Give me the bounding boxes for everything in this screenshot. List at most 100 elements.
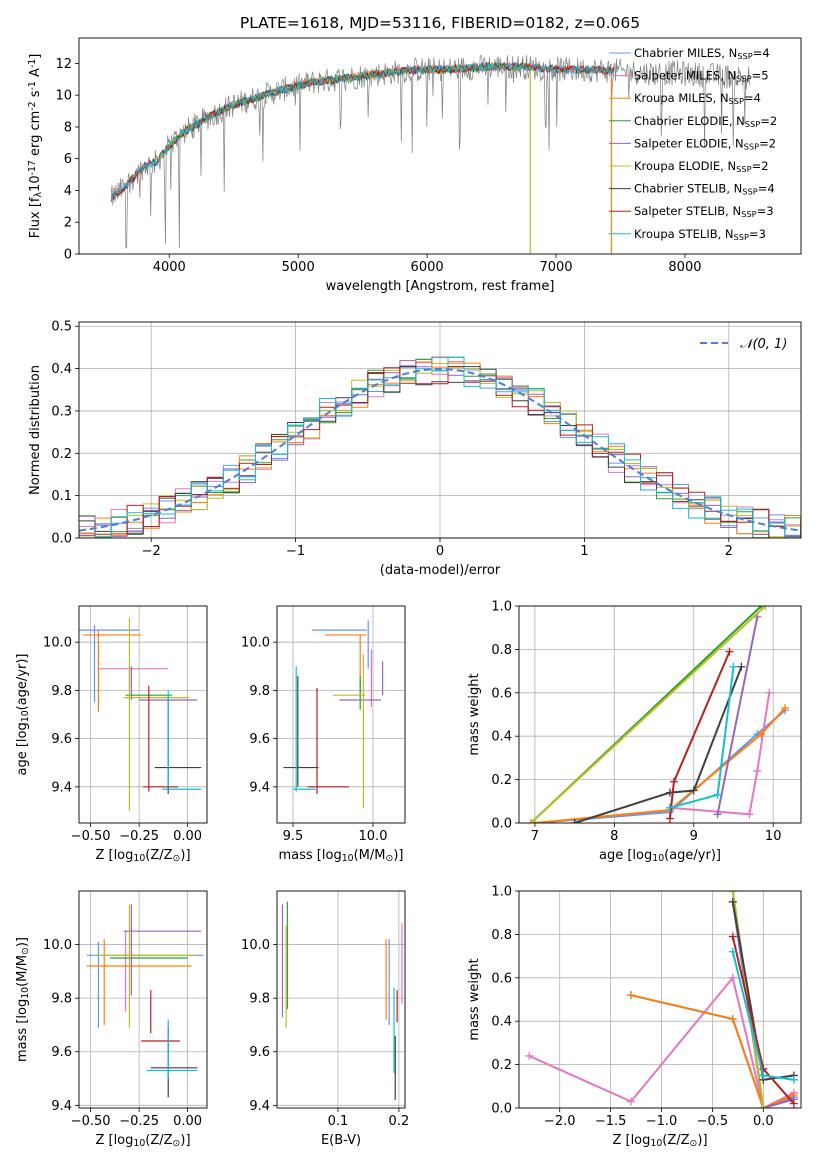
- y-axis-label: Flux [fλ​10-17​ erg cm-2​ s-1​ A-1​]: [27, 54, 44, 239]
- y-tick-label: 9.8: [249, 992, 270, 1007]
- x-tick-label: 9.5: [283, 829, 304, 844]
- y-axis-label: mass [log10​(M/M⊙​)]: [15, 937, 31, 1062]
- weight-line-c_miles: [534, 709, 786, 823]
- y-tick-label: 12: [55, 57, 72, 72]
- y-tick-label: 9.6: [51, 732, 72, 747]
- age_vs_mass-axes: 9.5 10.0 9.4 9.6 9.8 10.0 mass [log10​(M/M⊙​)]: [241, 605, 406, 864]
- axes-frame: [78, 890, 208, 1109]
- axes-frame: [276, 890, 406, 1109]
- residuals-axes: −2 −1 0 1 2 0.0 0.1 0.2 0.3 0.4 0.5 (data-model)/er…: [28, 320, 802, 578]
- y-tick-label: 10.0: [43, 636, 72, 651]
- x-axis-label: (data-model)/error: [380, 563, 501, 578]
- weight-line-s_stelib: [668, 651, 731, 819]
- weight-marker-k_stelib: [728, 947, 737, 956]
- weight-line-s_miles: [669, 692, 771, 816]
- weight-marker-c_stelib: [570, 819, 579, 823]
- weight-marker-k_miles: [728, 1015, 737, 1024]
- weight-marker-s_miles: [728, 973, 737, 982]
- x-tick-label: −0.50: [71, 1114, 111, 1129]
- y-tick-label: 10.0: [241, 636, 270, 651]
- weight-marker-s_miles: [626, 1097, 635, 1106]
- y-tick-label: 4: [64, 184, 72, 199]
- age_vs_Z-plot-area: [79, 618, 202, 811]
- weight-marker-s_elodie: [713, 810, 722, 819]
- x-tick-label: 10: [765, 829, 782, 844]
- mass_vs_ebv-axes: 0.1 0.2 9.4 9.6 9.8 10.0 E(B-V): [241, 890, 409, 1148]
- legend-label: Chabrier ELODIE, NSSP​=2: [634, 114, 777, 129]
- axes-frame: [276, 605, 406, 824]
- y-axis-label: Normed distribution: [28, 365, 43, 495]
- x-axis-label: Z [log10​(Z/Z⊙​)]: [612, 1133, 707, 1149]
- weight-marker-k_miles: [781, 703, 790, 712]
- y-tick-label: 0.1: [51, 489, 72, 504]
- axes-frame: [78, 321, 802, 539]
- mass_vs_Z-axes: −0.50 −0.25 0.00 9.4 9.6 9.8 10.0 Z [log10​(Z/Z…: [15, 890, 208, 1149]
- histogram-c_miles: [79, 358, 801, 536]
- x-tick-label: 6000: [411, 260, 444, 275]
- legend-label: Kroupa STELIB, NSSP​=3: [634, 227, 766, 242]
- mass_vs_Z-frame: −0.50 −0.25 0.00 9.4 9.6 9.8 10.0 Z [log10​(Z/Z…: [15, 890, 208, 1149]
- age_vs_Z-axes: −0.50 −0.25 0.00 9.4 9.6 9.8 10.0 Z [log10​(Z/Z…: [15, 605, 208, 864]
- spectrum-frame: 4000 5000 6000 7000 8000 0 2 4 6 8 10 12 wavelength …: [27, 37, 802, 294]
- weight-marker-k_elodie: [728, 891, 737, 895]
- x-tick-label: 1: [580, 544, 588, 559]
- x-tick-label: 7: [531, 829, 539, 844]
- x-tick-label: 7000: [539, 260, 572, 275]
- y-tick-label: 0.0: [51, 532, 72, 547]
- weight-marker-k_stelib: [665, 803, 674, 812]
- axes-frame: [518, 605, 802, 824]
- x-axis-label: E(B-V): [321, 1133, 361, 1148]
- y-tick-label: 9.6: [249, 1045, 270, 1060]
- y-tick-label: 0: [64, 248, 72, 263]
- legend-label: Salpeter ELODIE, NSSP​=2: [634, 136, 776, 151]
- weight-marker-k_stelib: [789, 1075, 798, 1084]
- y-tick-label: 8: [64, 120, 72, 135]
- legend-label: Salpeter MILES, NSSP​=5: [634, 69, 769, 84]
- legend-label: Kroupa ELODIE, NSSP​=2: [634, 159, 769, 174]
- y-tick-label: 0.5: [51, 320, 72, 335]
- weight-marker-k_elodie: [759, 1104, 768, 1108]
- chart-title: PLATE=1618, MJD=53116, FIBERID=0182, z=0…: [240, 14, 640, 32]
- weight-marker-k_elodie: [526, 819, 535, 823]
- y-tick-label: 9.4: [249, 1099, 270, 1114]
- legend-label: Salpeter STELIB, NSSP​=3: [634, 204, 774, 219]
- y-tick-label: 9.8: [249, 684, 270, 699]
- weight-marker-s_stelib: [725, 647, 734, 656]
- x-tick-label: 0: [436, 544, 444, 559]
- y-tick-label: 10: [55, 89, 72, 104]
- y-tick-label: 0.6: [491, 971, 512, 986]
- weight-marker-s_miles: [745, 810, 754, 819]
- weight-marker-k_miles: [626, 991, 635, 1000]
- histogram-k_stelib: [79, 356, 801, 538]
- weight-marker-s_stelib: [728, 932, 737, 941]
- y-tick-label: 0.0: [491, 817, 512, 832]
- observed-spectrum: [110, 54, 750, 249]
- weight-marker-s_stelib: [789, 1099, 798, 1108]
- weight-line-k_miles: [630, 994, 795, 1108]
- y-tick-label: 10.0: [241, 938, 270, 953]
- x-axis-label: Z [log10​(Z/Z⊙​)]: [95, 1133, 190, 1149]
- x-tick-label: 0.00: [173, 829, 202, 844]
- y-tick-label: 10.0: [43, 938, 72, 953]
- weight-marker-c_stelib: [737, 662, 746, 671]
- mass_vs_ebv-frame: 0.1 0.2 9.4 9.6 9.8 10.0 E(B-V): [241, 890, 409, 1148]
- weight-marker-s_stelib: [665, 814, 674, 823]
- x-axis-label: mass [log10​(M/M⊙​)]: [279, 848, 404, 864]
- y-tick-label: 9.8: [51, 992, 72, 1007]
- x-tick-label: −0.25: [119, 1114, 159, 1129]
- x-tick-label: −1.5: [595, 1114, 627, 1129]
- weight-marker-k_elodie: [761, 606, 770, 610]
- legend-label: Kroupa MILES, NSSP​=4: [634, 91, 761, 106]
- x-axis-label: age [log10​(age/yr)]: [599, 848, 721, 864]
- weight-line-k_elodie: [530, 606, 766, 823]
- age_vs_Z-frame: −0.50 −0.25 0.00 9.4 9.6 9.8 10.0 Z [log10​(Z/Z…: [15, 605, 208, 864]
- x-tick-label: −2.0: [544, 1114, 576, 1129]
- x-tick-label: 8000: [668, 260, 701, 275]
- weight-line-k_miles: [534, 707, 786, 823]
- axes-frame: [78, 605, 208, 824]
- x-tick-label: −1: [286, 544, 305, 559]
- gaussian-curve: [79, 367, 801, 532]
- y-tick-label: 0.8: [491, 928, 512, 943]
- weight-marker-s_miles: [765, 688, 774, 697]
- x-tick-label: 10.0: [359, 829, 388, 844]
